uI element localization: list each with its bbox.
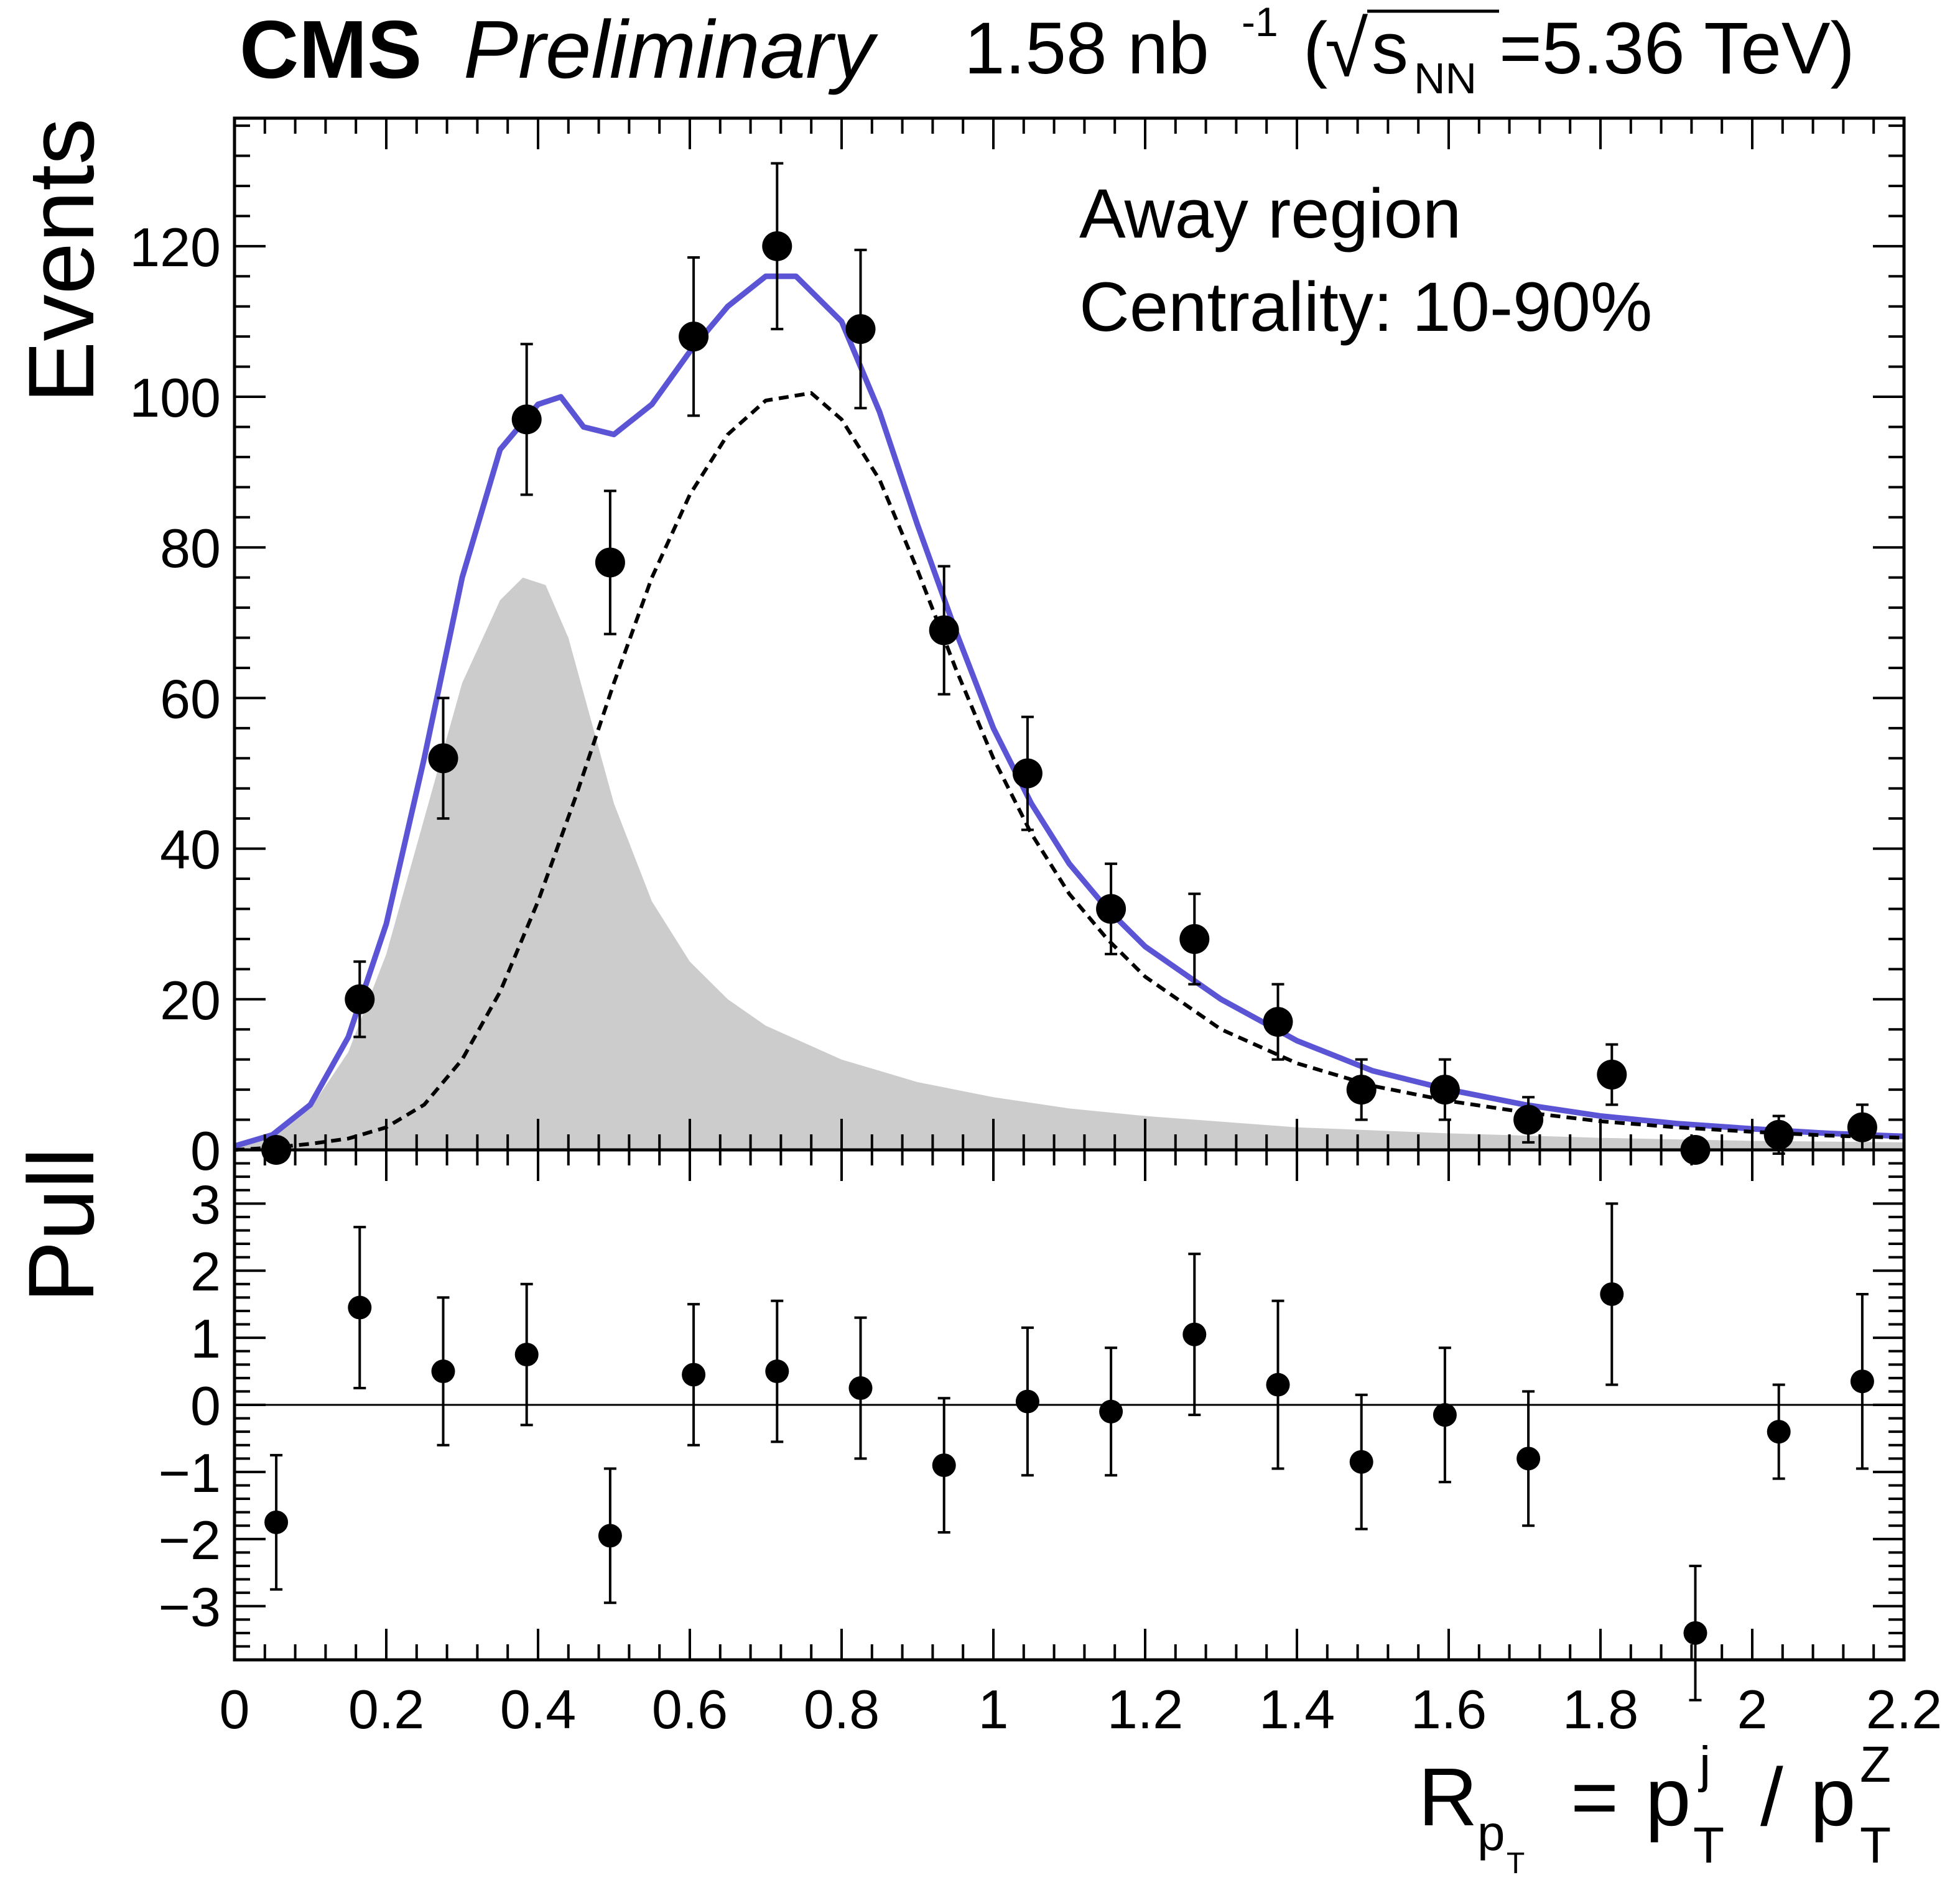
bottom-frame	[233, 1148, 1906, 1662]
bottom-data-point	[431, 1359, 455, 1384]
x-tick-label: 1.2	[1107, 1679, 1183, 1740]
xlabel-p-subscript: p	[1477, 1805, 1505, 1861]
top-data-point	[345, 984, 375, 1014]
header-experiment: CMS	[239, 4, 422, 95]
top-data-point	[1513, 1104, 1544, 1135]
bottom-data-point	[1182, 1322, 1207, 1346]
xlabel-equals: =	[1571, 1751, 1619, 1843]
bottom-data-point	[1433, 1403, 1457, 1427]
x-axis-title: R p T = p j T / p Z T	[1418, 1736, 1891, 1880]
x-tick-label: 0.4	[500, 1679, 576, 1740]
xlabel-p1: p	[1645, 1751, 1691, 1843]
bottom-y-tick-label: 2	[190, 1241, 221, 1302]
top-data-point	[1012, 758, 1043, 789]
bottom-data-point	[1015, 1389, 1039, 1414]
top-data-point	[1847, 1112, 1877, 1142]
x-tick-label: 0.8	[804, 1679, 880, 1740]
x-tick-label: 1	[978, 1679, 1009, 1740]
bottom-data-point	[1767, 1420, 1791, 1444]
bottom-data-point	[848, 1376, 873, 1401]
bottom-data-point	[348, 1295, 372, 1320]
xlabel-sub1: T	[1693, 1817, 1724, 1874]
header: CMS Preliminary 1.58 nb -1 ( √ s NN =5.3…	[239, 0, 1855, 103]
x-tick-label: 1.8	[1563, 1679, 1638, 1740]
header-energy-rest: =5.36 TeV)	[1499, 7, 1855, 90]
header-sqrt-symbol: √	[1325, 5, 1368, 93]
top-panel: 0 20 40 60 80 100 120	[129, 116, 1906, 1182]
top-data-point	[1096, 894, 1126, 924]
x-tick-label: 1.6	[1411, 1679, 1487, 1740]
bottom-ylabel: Pull	[9, 1147, 113, 1303]
bottom-data-point	[682, 1363, 706, 1387]
top-data-point	[1429, 1075, 1460, 1105]
x-tick-label: 0.6	[652, 1679, 728, 1740]
top-y-tick-label: 100	[129, 367, 221, 428]
top-signal-curve	[234, 391, 1905, 1152]
bottom-data-point	[1099, 1399, 1123, 1424]
top-data-point	[511, 404, 542, 435]
top-data-point	[428, 743, 458, 774]
annotations: Away region Centrality: 10-90%	[1079, 175, 1652, 346]
x-tick-label: 1.4	[1259, 1679, 1335, 1740]
top-y-tick-label: 60	[160, 668, 221, 729]
bottom-y-tick-label: 3	[190, 1174, 221, 1235]
bottom-y-tick-label: −2	[159, 1509, 221, 1571]
top-data-point	[1763, 1119, 1794, 1150]
xlabel-slash: /	[1760, 1751, 1783, 1843]
top-data-point	[1346, 1075, 1377, 1105]
bottom-data-point	[932, 1453, 956, 1478]
header-lumi-exponent: -1	[1242, 0, 1278, 45]
bottom-y-tick-label: −1	[159, 1442, 221, 1504]
header-energy-subscript: NN	[1414, 54, 1477, 103]
header-energy-open: (	[1303, 7, 1327, 90]
top-y-tick-label: 120	[129, 216, 221, 278]
bottom-y-tick-label: 1	[190, 1308, 221, 1369]
top-ylabel: Events	[9, 118, 113, 404]
bottom-data-point	[1266, 1373, 1290, 1397]
top-data-point	[679, 322, 709, 352]
x-tick-label: 2.2	[1866, 1679, 1942, 1740]
xlabel-sup2: Z	[1860, 1736, 1891, 1793]
annotation-centrality: Centrality: 10-90%	[1079, 268, 1652, 346]
annotation-region: Away region	[1079, 175, 1461, 252]
bottom-data-point	[598, 1524, 622, 1548]
top-data-point	[1597, 1059, 1627, 1090]
top-y-tick-label: 80	[160, 517, 221, 579]
xlabel-p2: p	[1810, 1751, 1855, 1843]
top-background-fill	[235, 577, 1904, 1150]
xlabel-sup1: j	[1698, 1736, 1711, 1793]
bottom-data-point	[1516, 1447, 1541, 1471]
x-tick-labels: 0 0.2 0.4 0.6 0.8 1 1.2 1.4 1.6 1.8 2 2.2	[220, 1679, 1943, 1740]
xlabel-T-subsubscript: T	[1507, 1847, 1525, 1880]
header-status: Preliminary	[463, 4, 878, 95]
bottom-data-point	[1683, 1621, 1707, 1645]
header-energy-s: s	[1372, 7, 1408, 90]
x-tick-label: 0.2	[348, 1679, 424, 1740]
top-y-tick-label: 20	[160, 970, 221, 1031]
top-data-point	[929, 615, 959, 646]
top-y-tick-label: 0	[190, 1120, 221, 1182]
top-y-tick-label: 40	[160, 819, 221, 881]
bottom-data-point	[1600, 1282, 1624, 1306]
bottom-y-tick-label: −3	[159, 1577, 221, 1638]
bottom-data-point	[264, 1510, 289, 1534]
bottom-data-point	[1850, 1369, 1874, 1394]
x-tick-label: 0	[220, 1679, 250, 1740]
top-data-point	[595, 547, 625, 578]
bottom-y-tick-label: 0	[190, 1375, 221, 1437]
xlabel-R: R	[1418, 1751, 1477, 1843]
top-data-point	[845, 314, 876, 345]
header-lumi: 1.58 nb	[964, 7, 1209, 90]
bottom-data-point	[514, 1343, 539, 1367]
top-data-point	[1263, 1007, 1293, 1037]
xlabel-sub2: T	[1860, 1817, 1891, 1874]
top-data-point	[1179, 924, 1210, 954]
top-data-point	[762, 231, 792, 261]
x-tick-label: 2	[1737, 1679, 1768, 1740]
bottom-data-point	[1349, 1450, 1373, 1474]
bottom-data-point	[765, 1359, 789, 1384]
